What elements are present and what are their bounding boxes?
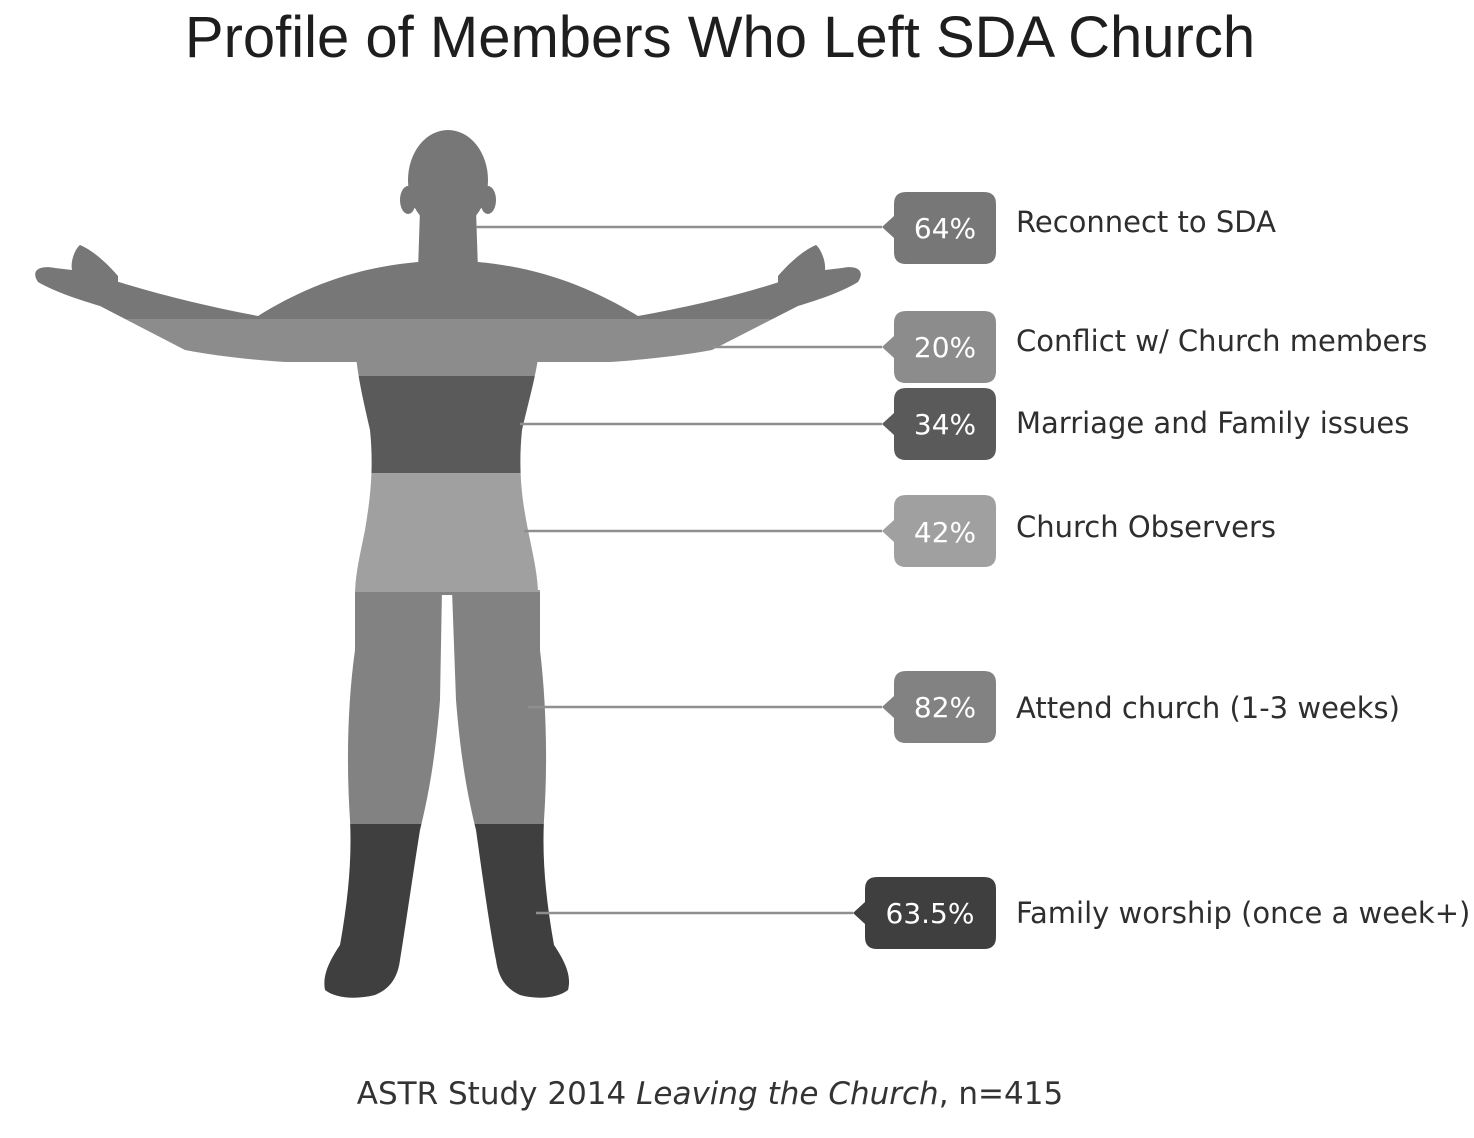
tag-value: 82% [914,691,976,724]
callout-label-3: Marriage and Family issues [1016,406,1410,440]
callout-label-6: Family worship (once a week+) [1016,896,1471,930]
callout-label-5: Attend church (1-3 weeks) [1016,691,1400,725]
tag-shape [882,495,996,567]
callout-tag-2: 20% [882,311,996,383]
tag-shape [853,877,996,949]
callout-tag-6: 63.5% [853,877,996,949]
band-feet [35,824,861,998]
silhouette-bands [35,130,861,998]
tag-value: 63.5% [886,897,975,930]
callout-tag-4: 42% [882,495,996,567]
source-citation: ASTR Study 2014 Leaving the Church, n=41… [0,1076,1420,1112]
tag-shape [882,192,996,264]
callout-label-1: Reconnect to SDA [1016,205,1276,239]
leader-lines [476,225,882,915]
tag-shape [882,388,996,460]
source-suffix: , n=415 [938,1076,1064,1112]
callout-tag-5: 82% [882,671,996,743]
callout-tag-1: 64% [882,192,996,264]
band-hips [35,473,861,592]
tag-shape [882,671,996,743]
tag-value: 42% [914,516,976,549]
source-prefix: ASTR Study 2014 [356,1076,627,1112]
callout-tag-3: 34% [882,388,996,460]
tag-shape [882,311,996,383]
tag-value: 64% [914,212,976,245]
tag-value: 34% [914,408,976,441]
callout-label-4: Church Observers [1016,510,1276,544]
page-title: Profile of Members Who Left SDA Church [184,5,1256,70]
callout-label-2: Conflict w/ Church members [1016,324,1428,358]
band-head-shoulders [35,130,861,319]
source-title: Leaving the Church [636,1076,939,1112]
tag-value: 20% [914,331,976,364]
